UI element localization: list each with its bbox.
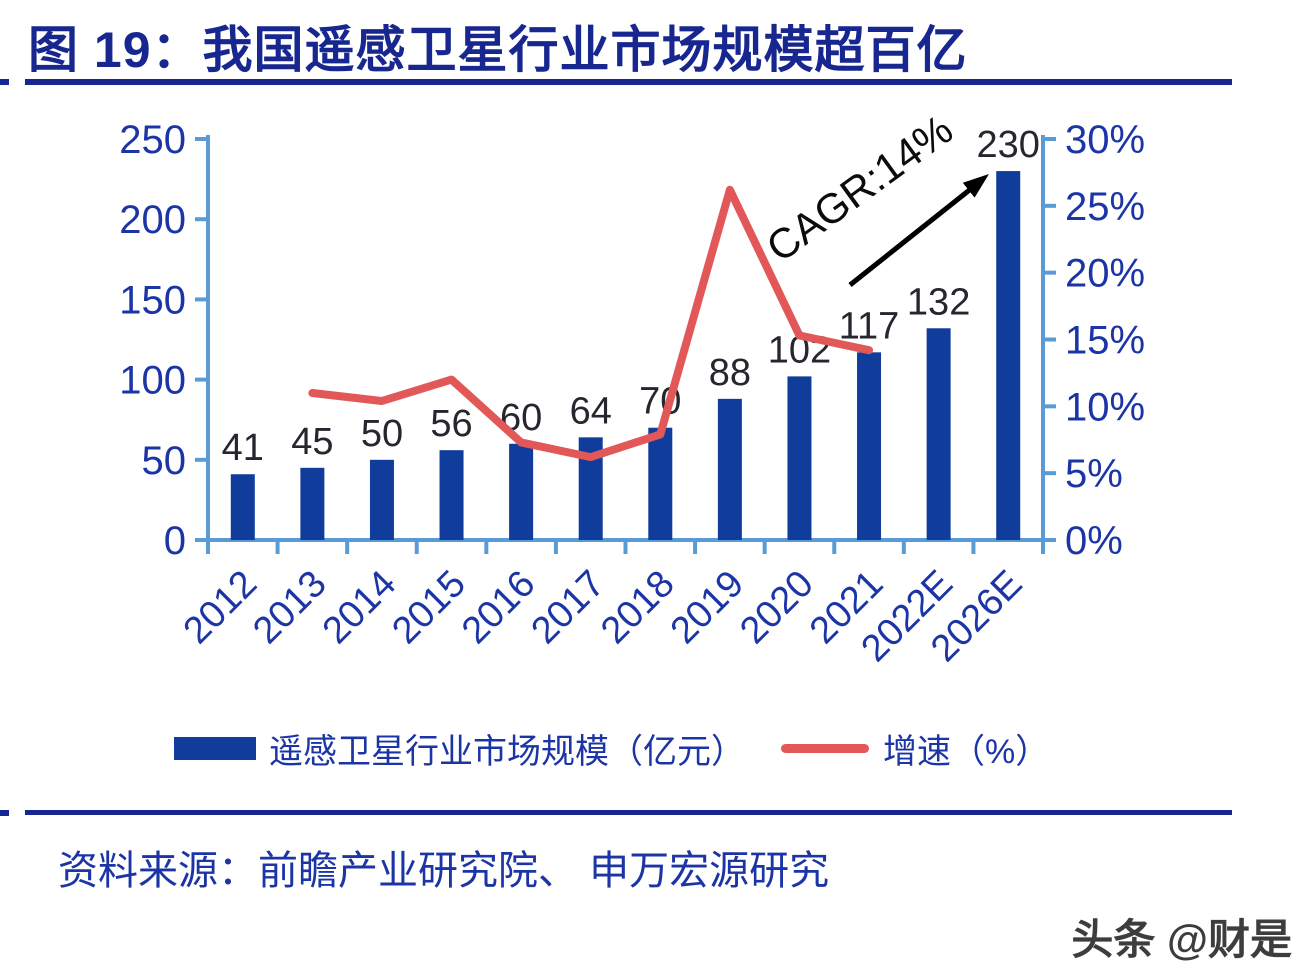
right-axis-tick-label: 25% xyxy=(1065,185,1145,229)
left-axis-tick-label: 200 xyxy=(119,198,186,242)
cagr-arrow-shaft xyxy=(848,186,974,287)
right-axis-tick-label: 10% xyxy=(1065,385,1145,429)
source-divider xyxy=(25,810,1232,815)
left-edge-dash-bottom xyxy=(0,810,9,816)
right-axis-tick-label: 5% xyxy=(1065,452,1123,496)
bar-2013 xyxy=(300,467,325,540)
bar-value-label: 117 xyxy=(839,305,900,347)
bar-2014 xyxy=(369,459,394,540)
right-axis-tick-label: 0% xyxy=(1065,519,1123,563)
x-axis-category-label: 2014 xyxy=(315,563,404,652)
bar-2021 xyxy=(857,352,882,540)
x-axis-category-label: 2015 xyxy=(384,563,473,652)
cagr-annotation: CAGR:14% xyxy=(758,105,961,271)
x-axis-category-label: 2016 xyxy=(454,563,543,652)
bar-value-label: 88 xyxy=(709,352,751,394)
right-axis-tick-label: 15% xyxy=(1065,319,1145,363)
bar-2019 xyxy=(717,398,742,540)
growth-line xyxy=(308,185,874,462)
bar-value-label: 45 xyxy=(291,421,333,463)
bar-value-label: 50 xyxy=(361,413,403,455)
legend-bar-swatch xyxy=(174,737,256,760)
x-axis-category-label: 2017 xyxy=(524,563,613,652)
bar-2016 xyxy=(509,443,534,540)
legend-bar-label: 遥感卫星行业市场规模（亿元） xyxy=(269,733,745,771)
x-axis-category-label: 2020 xyxy=(732,563,821,652)
watermark: 头条 @财是 xyxy=(1071,916,1292,963)
bar-2015 xyxy=(439,450,464,540)
legend-line-swatch xyxy=(781,744,869,753)
right-axis-tick-label: 30% xyxy=(1065,118,1145,162)
market-size-chart: 0501001502002500%5%10%15%20%25%30%201220… xyxy=(119,105,1145,670)
bar-2026E xyxy=(996,171,1021,540)
x-axis-category-label: 2013 xyxy=(245,563,334,652)
bar-2022E xyxy=(926,328,951,540)
bar-value-label: 41 xyxy=(222,427,264,469)
x-axis-category-label: 2019 xyxy=(663,563,752,652)
bar-2020 xyxy=(787,376,812,540)
left-axis-tick-label: 150 xyxy=(119,278,186,322)
bar-2012 xyxy=(230,474,255,540)
bar-value-label: 132 xyxy=(907,281,970,323)
chart-legend: 遥感卫星行业市场规模（亿元） 增速（%） xyxy=(174,724,1049,773)
bar-2018 xyxy=(648,427,673,540)
bar-value-label: 56 xyxy=(430,403,472,445)
x-axis-category-label: 2012 xyxy=(176,563,265,652)
left-axis-tick-label: 100 xyxy=(119,359,186,403)
left-axis-tick-label: 250 xyxy=(119,118,186,162)
legend-line-label: 增速（%） xyxy=(883,733,1050,771)
bar-value-label: 230 xyxy=(977,124,1040,166)
right-axis-tick-label: 20% xyxy=(1065,252,1145,296)
page-title: 图 19：我国遥感卫星行业市场规模超百亿 xyxy=(28,22,968,78)
left-edge-dash-top xyxy=(0,79,9,85)
left-axis-tick-label: 50 xyxy=(142,439,187,483)
bar-value-label: 64 xyxy=(570,390,612,432)
source-text: 资料来源：前瞻产业研究院、 申万宏源研究 xyxy=(58,849,830,893)
cagr-arrow-head xyxy=(962,174,989,198)
title-underline xyxy=(25,79,1232,85)
x-axis-category-label: 2018 xyxy=(593,563,682,652)
left-axis-tick-label: 0 xyxy=(164,519,186,563)
